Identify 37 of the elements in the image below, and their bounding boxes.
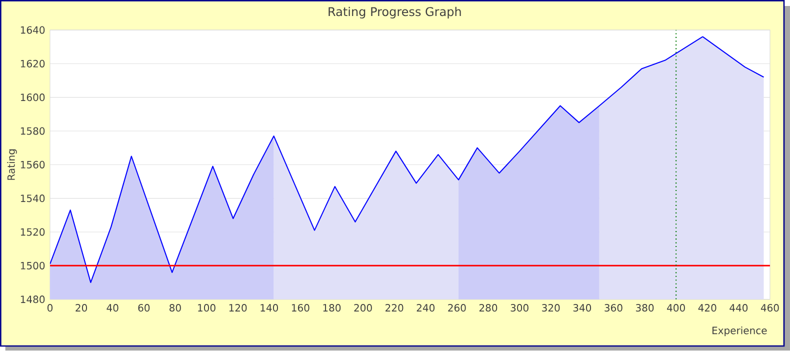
- x-tick-label: 200: [354, 304, 372, 312]
- x-tick-label: 20: [76, 304, 87, 312]
- x-tick-label: 140: [260, 304, 278, 312]
- y-tick-label: 1560: [20, 161, 45, 169]
- x-tick-label: 260: [448, 304, 466, 312]
- x-tick-label: 220: [386, 304, 404, 312]
- x-tick-label: 100: [198, 304, 216, 312]
- chart-title: Rating Progress Graph: [328, 7, 461, 19]
- x-tick-label: 400: [667, 304, 685, 312]
- y-tick-label: 1640: [20, 26, 45, 34]
- x-tick-label: 180: [323, 304, 341, 312]
- x-tick-label: 80: [170, 304, 181, 312]
- x-axis-title: Experience: [712, 326, 767, 336]
- x-tick-label: 160: [292, 304, 310, 312]
- x-tick-label: 60: [138, 304, 150, 312]
- x-tick-label: 40: [106, 304, 118, 312]
- x-tick-label: 320: [542, 304, 560, 312]
- x-tick-label: 280: [479, 304, 498, 312]
- x-tick-label: 340: [573, 304, 592, 312]
- x-tick-label: 440: [730, 304, 748, 312]
- x-tick-label: 420: [698, 304, 716, 312]
- line-series: [50, 36, 764, 284]
- y-tick-label: 1520: [20, 228, 45, 236]
- x-tick-label: 460: [760, 304, 779, 312]
- y-tick-label: 1580: [20, 127, 45, 135]
- y-tick-label: 1600: [20, 94, 45, 102]
- x-tick-label: 0: [48, 304, 53, 312]
- y-tick-label: 1480: [20, 296, 45, 304]
- y-tick-label: 1620: [20, 60, 45, 68]
- x-tick-label: 240: [416, 304, 435, 312]
- y-axis-title: Rating: [7, 150, 17, 180]
- x-tick-label: 380: [636, 304, 654, 312]
- x-tick-label: 360: [604, 304, 622, 312]
- x-tick-label: 120: [229, 304, 247, 312]
- y-tick-label: 1500: [20, 262, 45, 270]
- y-tick-label: 1540: [20, 194, 45, 202]
- x-tick-label: 300: [510, 304, 528, 312]
